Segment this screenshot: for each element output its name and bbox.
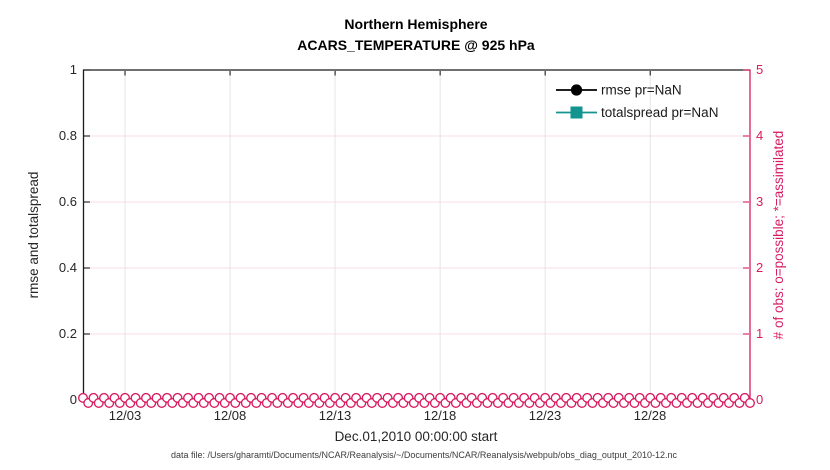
plot-title: Northern Hemisphere (344, 16, 487, 32)
right-tick-2: 2 (756, 260, 763, 275)
legend: rmse pr=NaN totalspread pr=NaN (556, 83, 718, 120)
left-tick-1: 0.2 (59, 326, 77, 341)
x-tick-0: 12/03 (109, 408, 142, 423)
left-tick-5: 1 (70, 62, 77, 77)
totalspread-legend-label: totalspread pr=NaN (601, 105, 718, 120)
legend-item-totalspread: totalspread pr=NaN (556, 105, 718, 120)
right-tick-1: 1 (756, 326, 763, 341)
x-tick-labels: 12/03 12/08 12/13 12/18 12/23 12/28 (109, 408, 667, 423)
x-tick-4: 12/23 (529, 408, 562, 423)
right-tick-3: 3 (756, 194, 763, 209)
horizontal-gridlines (84, 135, 749, 335)
left-tick-2: 0.4 (59, 260, 77, 275)
rmse-legend-label: rmse pr=NaN (601, 83, 682, 98)
left-tick-0: 0 (70, 392, 77, 407)
vertical-gridlines (124, 71, 651, 399)
right-y-tick-labels: 0 1 2 3 4 5 (756, 62, 763, 407)
left-y-tick-labels: 0 0.2 0.4 0.6 0.8 1 (59, 62, 77, 407)
x-axis-label: Dec.01,2010 00:00:00 start (335, 429, 498, 444)
legend-item-rmse: rmse pr=NaN (556, 83, 682, 98)
left-tick-3: 0.6 (59, 194, 77, 209)
obs-marker (745, 398, 755, 408)
obs-count-marker-band (78, 392, 755, 408)
right-tick-0: 0 (756, 392, 763, 407)
rmse-circle-marker-icon (570, 84, 583, 96)
left-y-axis-label: rmse and totalspread (26, 172, 41, 299)
x-tick-5: 12/28 (634, 408, 667, 423)
plot-subtitle: ACARS_TEMPERATURE @ 925 hPa (297, 37, 535, 53)
left-tick-4: 0.8 (59, 128, 77, 143)
datafile-footnote: data file: /Users/gharamti/Documents/NCA… (171, 450, 678, 460)
right-tick-5: 5 (756, 62, 763, 77)
right-tick-4: 4 (756, 128, 763, 143)
right-y-axis-label: # of obs: o=possible; *=assimilated (771, 131, 786, 340)
totalspread-square-marker-icon (570, 106, 583, 119)
x-tick-2: 12/13 (319, 408, 352, 423)
x-tick-3: 12/18 (424, 408, 457, 423)
x-tick-1: 12/08 (214, 408, 247, 423)
